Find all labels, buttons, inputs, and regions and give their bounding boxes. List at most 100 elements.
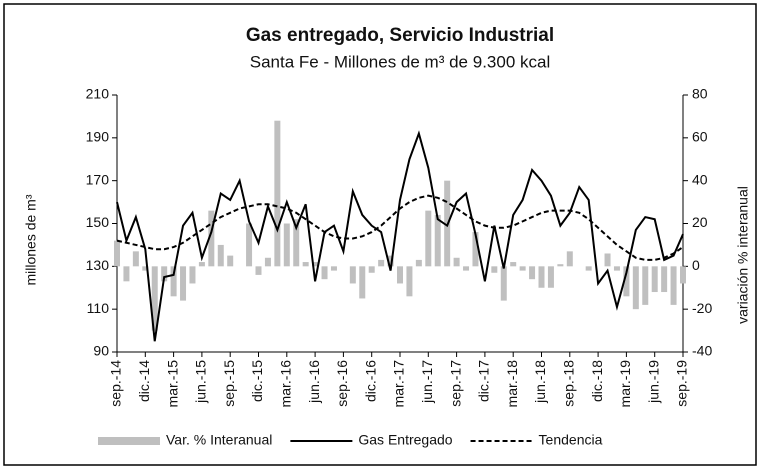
x-tick-label: jun.-16 [306,360,322,404]
bar [123,266,130,282]
y-tick-label: 190 [86,129,110,145]
y-tick-label: 90 [93,343,109,359]
bar [670,266,677,305]
x-tick-label: sep.-14 [108,360,124,407]
bar [387,255,394,267]
line [116,194,684,261]
bar [368,266,375,273]
bar [274,120,281,267]
bar [463,266,470,271]
legend-swatch [98,437,160,445]
x-tick-label: sep.-17 [447,360,463,407]
y2-tick-label: 60 [692,129,708,145]
bar [180,266,187,301]
x-tick-label: jun.-19 [645,360,661,404]
bar [415,259,422,267]
bar [632,266,639,310]
bar [406,266,413,297]
bar [378,259,385,267]
y2-tick-label: 0 [692,257,700,273]
x-tick-label: dic.-15 [249,360,265,402]
chart-title: Gas entregado, Servicio Industrial [246,25,554,46]
x-tick-label: mar.-15 [164,360,180,408]
bar [661,266,668,293]
bar [189,266,196,284]
bar [217,244,224,267]
bar [623,266,630,297]
y-tick-label: 130 [86,257,110,273]
legend-label: Var. % Interanual [166,432,272,448]
bar [453,257,460,267]
bar [114,240,120,267]
bar [529,266,536,280]
bar [321,266,328,280]
bar [359,266,366,299]
y2-tick-label: -20 [692,300,712,316]
y-tick-label: 210 [86,86,110,102]
bar [397,266,403,284]
bar [161,266,168,282]
x-tick-label: mar.-18 [504,360,520,408]
bar [246,223,253,267]
x-tick-label: dic.-17 [476,360,492,402]
bar [425,210,432,267]
bar [547,266,554,288]
bar [142,266,149,271]
bar [198,262,205,267]
bar [613,266,620,271]
bar [680,266,686,284]
y-tick-label: 170 [86,171,110,187]
y2-tick-label: 80 [692,86,708,102]
bar [283,223,290,267]
legend-label: Gas Entregado [358,432,452,448]
bar [651,266,658,293]
bar [642,266,649,305]
x-tick-label: mar.-17 [391,360,407,408]
x-tick-label: jun.-17 [419,360,435,404]
y2-tick-label: 20 [692,214,708,230]
bar [566,251,573,267]
x-tick-label: dic.-18 [589,360,605,402]
bar [491,266,498,273]
bar [132,251,139,267]
x-tick-label: jun.-18 [532,360,548,404]
bar [208,210,215,267]
bar [255,266,262,275]
x-tick-label: sep.-18 [561,360,577,407]
x-tick-label: dic.-16 [362,360,378,402]
chart-subtitle: Santa Fe - Millones de m³ de 9.300 kcal [250,52,550,71]
bar [500,266,507,301]
y-axis-label: millones de m³ [23,194,39,285]
x-tick-label: mar.-16 [278,360,294,408]
x-tick-label: mar.-19 [617,360,633,408]
y-tick-label: 110 [87,300,110,316]
y2-tick-label: 40 [692,171,708,187]
bar [151,266,158,331]
x-tick-label: jun.-15 [193,360,209,404]
bar [557,264,564,267]
bar [264,257,271,267]
bar [434,214,441,267]
bar [293,219,300,267]
bar [604,253,611,267]
bar [585,266,592,271]
y-tick-label: 150 [86,214,110,230]
x-tick-label: sep.-16 [334,360,350,407]
y2-tick-label: -40 [692,343,712,359]
bar [538,266,545,288]
legend-label: Tendencia [539,432,603,448]
line [116,130,684,342]
x-tick-label: sep.-19 [674,360,690,407]
bar [170,266,177,297]
x-tick-label: sep.-15 [221,360,237,407]
bar [349,266,356,284]
x-tick-label: dic.-14 [136,360,152,402]
bar [472,232,479,267]
bar [519,266,526,271]
bar [330,266,337,271]
bar [510,262,517,267]
y2-axis-label: variación % interanual [735,186,751,324]
bar [302,262,309,267]
bar [227,255,234,267]
